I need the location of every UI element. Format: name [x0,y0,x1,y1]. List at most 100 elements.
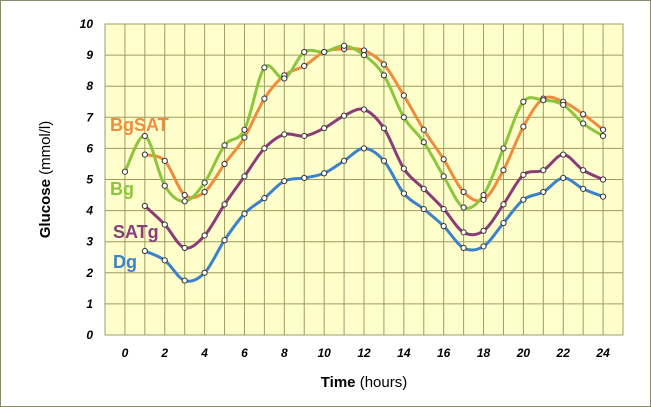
data-point-dg [420,205,427,213]
data-point-satg [420,185,427,192]
data-point-bg [420,139,427,146]
data-point-satg [161,221,168,228]
data-point-satg [480,227,487,234]
data-point-satg [440,205,447,213]
y-tick-label: 2 [85,266,93,280]
y-tick-label: 4 [85,204,93,218]
data-point-bg [400,114,407,121]
data-point-dg [221,237,228,244]
data-point-bg [121,168,129,175]
y-tick-label: 5 [86,173,93,187]
data-point-dg [181,277,188,284]
x-tick-label: 14 [397,346,411,360]
data-point-bgsat [520,123,527,130]
data-point-satg [141,202,148,210]
x-tick-label: 18 [477,346,491,360]
data-point-bg [440,173,447,180]
data-point-dg [201,269,208,276]
x-tick-label: 0 [122,346,129,360]
data-point-bg [340,42,348,49]
data-point-dg [241,210,248,217]
data-point-bg [360,52,368,59]
y-tick-label: 6 [86,141,93,155]
data-point-satg [281,131,288,138]
data-point-bg [261,64,268,71]
series-label-dg: Dg [113,252,137,272]
y-axis-ticks: 0 1 2 3 4 5 6 7 8 9 10 [80,17,95,342]
x-tick-label: 6 [241,346,248,360]
data-point-bg [301,48,308,56]
x-axis-label-unit: (hours) [356,374,408,391]
data-point-bg [540,97,547,104]
data-point-bg [520,98,527,105]
data-point-bg [281,75,288,82]
data-point-bg [161,182,168,189]
data-point-satg [340,112,348,119]
series-points [121,42,607,284]
data-point-bgsat [460,188,467,196]
data-point-bgsat [221,160,228,168]
data-point-bgsat [440,156,447,163]
data-point-dg [500,219,507,227]
series-label-satg: SATg [113,222,159,242]
data-point-dg [480,243,487,250]
data-point-bgsat [420,126,427,133]
data-point-dg [340,157,348,164]
x-tick-label: 2 [160,346,168,360]
y-tick-label: 1 [86,297,93,311]
x-tick-label: 4 [200,346,208,360]
data-point-bgsat [380,61,388,68]
data-point-bg [480,191,487,199]
data-point-dg [360,145,368,152]
data-point-satg [181,244,188,252]
y-axis-label-unit: (mmol/l) [37,121,54,179]
data-point-satg [241,173,248,180]
y-tick-label: 3 [86,235,93,249]
x-tick-label: 10 [317,346,331,360]
data-point-bg [500,145,507,152]
data-point-satg [540,167,547,174]
series-labels: BgSAT Bg SATg Dg [110,115,169,272]
data-point-bgsat [301,62,308,70]
data-point-dg [400,190,407,197]
data-point-dg [560,174,567,182]
data-point-dg [321,170,328,177]
data-point-dg [141,247,148,255]
data-point-bg [141,132,148,140]
data-point-satg [500,201,507,208]
series-label-bgsat: BgSAT [110,115,169,135]
data-point-satg [400,165,407,172]
x-axis-label: Time (hours) [321,374,407,391]
data-point-dg [261,195,268,202]
data-point-bg [460,204,467,211]
data-point-satg [460,229,467,236]
data-point-bgsat [181,191,188,199]
data-point-satg [580,167,587,174]
data-point-satg [560,151,567,158]
data-point-satg [599,176,607,183]
data-point-bgsat [161,157,168,164]
series-label-bg: Bg [110,179,134,199]
y-tick-label: 0 [86,328,93,342]
data-point-dg [161,257,168,264]
data-point-dg [440,223,447,230]
data-point-bgsat [241,134,248,141]
data-point-satg [221,201,228,208]
y-axis-label-main: Glucose [37,179,54,238]
y-tick-label: 9 [86,48,93,62]
data-point-bg [181,198,188,205]
data-point-dg [599,193,607,200]
data-point-bgsat [141,151,148,158]
data-point-bgsat [261,95,268,102]
x-axis-label-main: Time [321,374,356,391]
data-point-bg [560,101,567,108]
y-tick-label: 10 [80,17,94,31]
data-point-satg [301,132,308,140]
data-point-dg [380,157,388,164]
y-tick-label: 7 [86,110,94,124]
x-tick-label: 24 [595,346,610,360]
data-point-bg [380,72,388,79]
x-tick-label: 16 [437,346,451,360]
data-point-satg [201,232,208,239]
